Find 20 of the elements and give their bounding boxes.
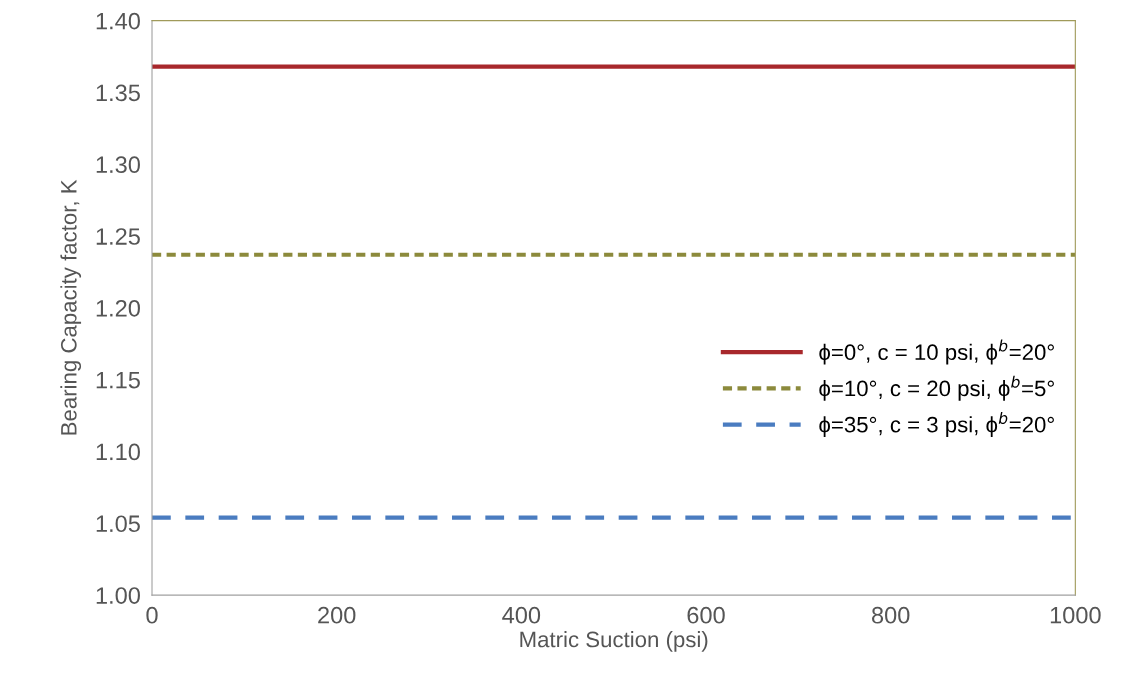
y-tick-label: 1.25: [96, 228, 140, 245]
x-tick-label: 600: [687, 606, 725, 624]
y-tick-label: 1.40: [96, 12, 140, 30]
x-tick-label: 800: [872, 606, 910, 624]
x-tick-label: 0: [146, 606, 158, 624]
x-tick-label: 1000: [1050, 606, 1101, 624]
y-axis-title: Bearing Capacity factor, K: [60, 179, 82, 435]
y-tick-label: 1.00: [96, 587, 140, 604]
legend-label: ϕ=10°, c = 20 psi, ϕ$^{b}$=5°: [819, 375, 1054, 401]
x-tick-label: 200: [318, 606, 356, 624]
legend-label: ϕ=35°, c = 3 psi, ϕ$^{b}$=20°: [819, 411, 1054, 437]
x-tick-label: 400: [502, 606, 541, 624]
y-tick-label: 1.20: [96, 299, 140, 317]
y-tick-label: 1.10: [96, 443, 140, 461]
y-tick-label: 1.15: [96, 372, 140, 389]
y-tick-label: 1.35: [96, 84, 140, 102]
y-tick-label: 1.30: [96, 156, 140, 174]
legend-label: ϕ=0°, c = 10 psi, ϕ$^{b}$=20°: [819, 339, 1054, 365]
x-axis-title: Matric Suction (psi): [520, 631, 708, 652]
y-tick-label: 1.05: [96, 515, 140, 533]
